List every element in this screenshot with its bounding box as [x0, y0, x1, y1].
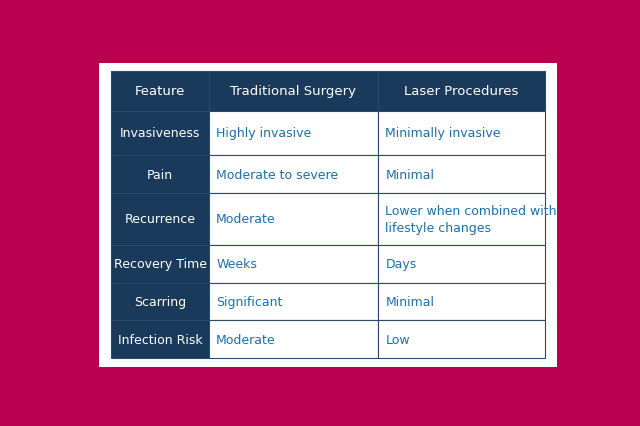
Text: Minimal: Minimal: [385, 295, 435, 308]
Text: Low: Low: [385, 333, 410, 346]
Text: Minimal: Minimal: [385, 168, 435, 181]
Bar: [209, 283, 378, 321]
Bar: [378, 245, 545, 283]
Bar: [111, 245, 209, 283]
Text: Pain: Pain: [147, 168, 173, 181]
Bar: [209, 72, 378, 111]
Text: Recovery Time: Recovery Time: [113, 258, 207, 271]
Text: Days: Days: [385, 258, 417, 271]
Bar: [209, 194, 378, 245]
Text: Significant: Significant: [216, 295, 283, 308]
Text: Traditional Surgery: Traditional Surgery: [230, 85, 356, 98]
Bar: [209, 321, 378, 358]
Bar: [111, 283, 209, 321]
Text: Infection Risk: Infection Risk: [118, 333, 202, 346]
Text: Scarring: Scarring: [134, 295, 186, 308]
Bar: [111, 111, 209, 156]
Bar: [378, 321, 545, 358]
Text: Feature: Feature: [135, 85, 185, 98]
Bar: [111, 72, 209, 111]
Bar: [378, 156, 545, 194]
Bar: [111, 156, 209, 194]
Text: Moderate: Moderate: [216, 213, 276, 226]
Bar: [209, 111, 378, 156]
Text: Weeks: Weeks: [216, 258, 257, 271]
Text: Moderate: Moderate: [216, 333, 276, 346]
Bar: [111, 194, 209, 245]
Bar: [378, 194, 545, 245]
Bar: [378, 72, 545, 111]
Text: Invasiveness: Invasiveness: [120, 127, 200, 140]
Text: Highly invasive: Highly invasive: [216, 127, 312, 140]
Text: Minimally invasive: Minimally invasive: [385, 127, 500, 140]
Bar: [378, 283, 545, 321]
Text: Laser Procedures: Laser Procedures: [404, 85, 518, 98]
Text: Lower when combined with
lifestyle changes: Lower when combined with lifestyle chang…: [385, 204, 557, 234]
Text: Recurrence: Recurrence: [125, 213, 195, 226]
Bar: [209, 245, 378, 283]
Bar: [378, 111, 545, 156]
Bar: [209, 156, 378, 194]
Text: Moderate to severe: Moderate to severe: [216, 168, 339, 181]
Bar: [111, 321, 209, 358]
